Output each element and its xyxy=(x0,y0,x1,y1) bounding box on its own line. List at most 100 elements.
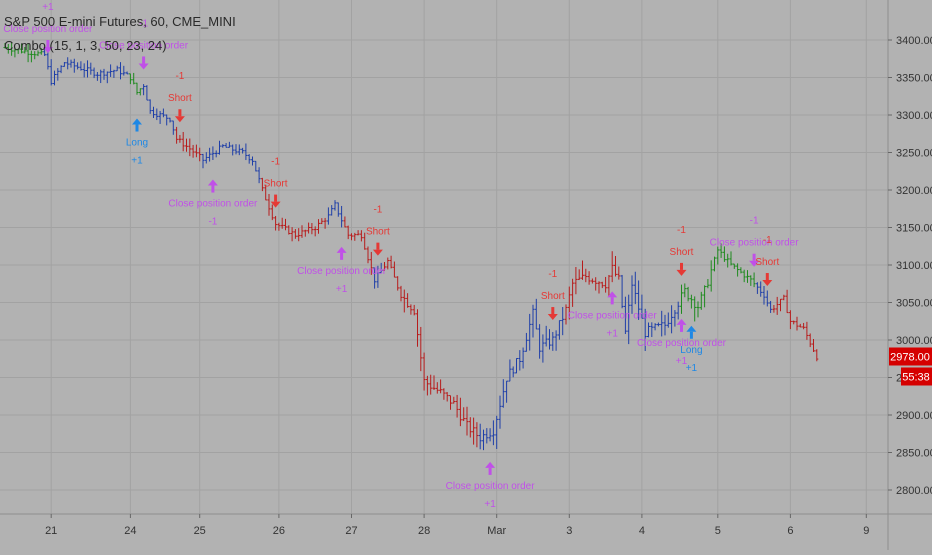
ohlc-bar xyxy=(422,352,426,391)
ohlc-bar xyxy=(518,350,522,371)
ohlc-bar xyxy=(584,268,588,283)
signal-label: Long xyxy=(126,138,148,149)
ohlc-bar xyxy=(376,265,380,288)
arrow-down-icon xyxy=(174,116,185,123)
ohlc-bar xyxy=(320,218,324,225)
ohlc-bar xyxy=(16,48,20,54)
arrow-down-icon xyxy=(42,47,53,53)
arrow-shaft xyxy=(680,324,683,332)
ohlc-bar xyxy=(237,144,241,156)
ohlc-bar xyxy=(798,323,802,328)
ohlc-bar xyxy=(515,358,518,374)
ohlc-bar xyxy=(637,280,641,320)
ohlc-bar xyxy=(297,228,301,242)
ohlc-bar xyxy=(604,276,608,293)
ohlc-bar xyxy=(703,285,707,308)
arrow-shaft xyxy=(752,253,756,261)
ohlc-bar xyxy=(198,147,202,162)
ohlc-bar xyxy=(188,138,192,157)
ohlc-bar xyxy=(3,42,7,49)
ohlc-bar xyxy=(251,156,254,166)
x-tick-label: 21 xyxy=(45,525,57,537)
ohlc-bar xyxy=(594,277,598,291)
arrow-down-icon xyxy=(749,260,760,267)
ohlc-bar xyxy=(53,70,56,86)
arrow-shaft xyxy=(689,331,693,339)
signal-label: -1 xyxy=(373,205,382,216)
ohlc-bar xyxy=(175,126,179,144)
signal-label: +1 xyxy=(686,363,698,374)
indicator-legend[interactable]: Combo (15, 1, 3, 50, 23, 24) xyxy=(4,38,167,53)
ohlc-bar xyxy=(171,120,175,135)
ohlc-bar xyxy=(56,68,60,81)
ohlc-bar xyxy=(495,415,499,450)
signal-label: +1 xyxy=(336,284,348,295)
arrow-down-icon xyxy=(138,63,149,70)
ohlc-bar xyxy=(201,153,205,169)
ohlc-bar xyxy=(224,142,228,148)
ohlc-bar xyxy=(386,257,390,270)
ohlc-bar xyxy=(142,84,146,96)
ohlc-bar xyxy=(23,46,27,54)
ohlc-bar xyxy=(145,85,149,101)
signal-label: Close position order xyxy=(99,40,189,51)
signal-label: Long xyxy=(680,345,702,356)
ohlc-bar xyxy=(221,144,225,148)
ohlc-bar xyxy=(554,330,558,351)
ohlc-bar xyxy=(46,51,50,70)
ohlc-bar xyxy=(475,422,479,448)
signal-close: Close position order -1 xyxy=(168,179,258,228)
ohlc-bar xyxy=(402,289,406,313)
signal-label: +1 xyxy=(676,356,688,367)
ohlc-bar xyxy=(416,309,419,347)
ohlc-bar xyxy=(759,281,763,297)
ohlc-bar xyxy=(95,72,99,81)
ohlc-bar xyxy=(557,320,561,340)
ohlc-bar xyxy=(343,216,347,228)
ohlc-bar xyxy=(617,266,621,280)
ohlc-bar xyxy=(158,110,162,124)
x-tick-label: 27 xyxy=(345,525,357,537)
ohlc-bar xyxy=(307,222,311,234)
ohlc-bar xyxy=(732,263,736,269)
ohlc-bar xyxy=(432,375,436,390)
ohlc-bar xyxy=(581,260,584,280)
ohlc-bar xyxy=(802,322,806,330)
price-axis[interactable]: 2800.002850.002900.002950.003000.003050.… xyxy=(888,35,932,497)
ohlc-bar xyxy=(465,406,469,436)
ohlc-bar xyxy=(181,131,185,152)
time-axis[interactable]: 21 24 25 26 27 28 Mar 3 4 5 6 9 xyxy=(45,514,869,537)
ohlc-bar xyxy=(439,379,443,394)
ohlc-bar xyxy=(508,359,512,382)
ohlc-bar xyxy=(571,278,575,307)
signal-label: +1 xyxy=(131,156,143,167)
x-tick-label: 6 xyxy=(787,525,793,537)
y-tick-label: 2900.00 xyxy=(896,410,932,422)
ohlc-bar xyxy=(340,205,344,228)
ohlc-bar xyxy=(488,428,492,442)
ohlc-bar xyxy=(353,232,357,241)
ohlc-bar xyxy=(284,218,287,231)
ohlc-bar xyxy=(722,246,726,262)
ohlc-bar xyxy=(26,43,30,63)
ohlc-bar xyxy=(191,144,195,158)
signal-close: +1 Close position order xyxy=(3,2,93,53)
ohlc-bar xyxy=(656,322,660,327)
y-tick-label: 2850.00 xyxy=(896,448,932,460)
ohlc-bar xyxy=(293,229,297,239)
ohlc-bar xyxy=(676,301,680,320)
ohlc-bar xyxy=(350,233,353,241)
ohlc-bar xyxy=(152,106,155,118)
ohlc-bar xyxy=(775,296,779,315)
ohlc-bar xyxy=(336,202,340,217)
signal-long: Long +1 xyxy=(126,118,148,167)
ohlc-bar xyxy=(726,253,730,268)
ohlc-bar xyxy=(795,316,799,331)
ohlc-bar xyxy=(647,322,650,338)
ohlc-bar xyxy=(534,298,538,330)
ohlc-bar xyxy=(498,395,502,429)
ohlc-bar xyxy=(505,380,509,403)
ohlc-bar xyxy=(313,226,317,237)
ohlc-bar xyxy=(369,251,373,275)
